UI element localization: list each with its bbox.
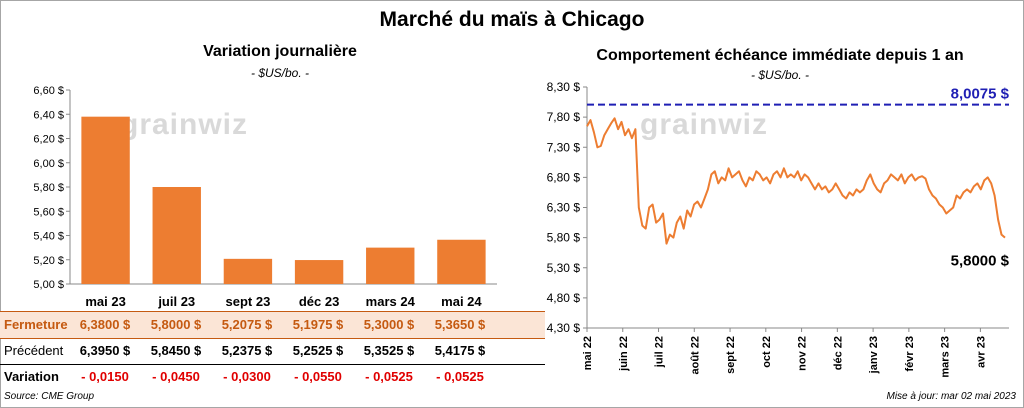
y-tick-label: 6,60 $	[33, 85, 64, 97]
x-tick-label: mars 23	[940, 336, 952, 378]
table-cell: 5,8450 $	[150, 343, 202, 358]
line-chart: 4,30 $ 4,80 $ 5,30 $ 5,80 $ 6,30 $ 6,80 $ 7,30…	[547, 80, 1010, 378]
x-tick-label: nov 22	[797, 336, 809, 371]
last-value-label: 5,8000 $	[951, 253, 1010, 270]
y-tick-label: 5,80 $	[33, 182, 64, 194]
y-tick-label: 6,00 $	[33, 158, 64, 170]
x-tick-label: juil 23	[157, 294, 195, 309]
table-cell: 5,4175 $	[434, 343, 486, 358]
bar	[366, 247, 415, 284]
table-row-precedent: Précédent 6,3950 $ 5,8450 $ 5,2375 $ 5,2…	[0, 338, 545, 365]
x-tick-label: juil 22	[654, 336, 666, 368]
x-tick-label: sept 22	[725, 336, 737, 374]
table-cell: 5,3000 $	[363, 317, 415, 332]
x-tick-label: févr 23	[904, 336, 916, 371]
table-cell: 5,2075 $	[221, 317, 273, 332]
x-tick-label: mai 23	[85, 294, 125, 309]
y-tick-label: 5,30 $	[547, 261, 581, 275]
bar	[152, 187, 201, 284]
watermark-logo: grainwiz	[640, 108, 769, 141]
y-tick-label: 5,20 $	[33, 255, 64, 267]
table-cell: - 0,0450	[152, 369, 200, 384]
x-tick-label: mai 22	[582, 336, 594, 370]
watermark-logo: grainwiz	[120, 108, 249, 141]
row-label: Fermeture	[4, 317, 68, 332]
y-tick-label: 4,80 $	[547, 291, 581, 305]
row-label: Variation	[4, 369, 59, 384]
table-row-variation: Variation - 0,0150 - 0,0450 - 0,0300 - 0…	[0, 364, 545, 390]
y-tick-label: 6,80 $	[547, 170, 581, 184]
series-line	[586, 117, 1006, 245]
table-cell: - 0,0300	[223, 369, 271, 384]
bar	[437, 239, 486, 284]
page-title: Marché du maïs à Chicago	[379, 8, 645, 31]
right-chart-title: Comportement échéance immédiate depuis 1…	[596, 47, 964, 64]
x-tick-label: juin 22	[618, 336, 630, 372]
x-tick-label: mars 24	[366, 294, 416, 309]
table-cell: 5,3650 $	[434, 317, 486, 332]
table-row-fermeture: Fermeture 6,3800 $ 5,8000 $ 5,2075 $ 5,1…	[0, 311, 545, 339]
y-tick-label: 5,00 $	[33, 279, 64, 291]
table-cell: - 0,0150	[81, 369, 129, 384]
bar	[294, 260, 344, 284]
y-tick-label: 5,60 $	[33, 206, 64, 218]
x-tick-label: mai 24	[441, 294, 482, 309]
y-tick-label: 7,80 $	[547, 110, 581, 124]
table-cell: 5,2525 $	[292, 343, 344, 358]
row-label: Précédent	[4, 343, 64, 358]
source-note: Source: CME Group	[4, 391, 95, 402]
table-cell: 6,3800 $	[79, 317, 131, 332]
bar-chart: 5,00 $ 5,20 $ 5,40 $ 5,60 $ 5,80 $ 6,00 $ 6,20…	[33, 85, 497, 309]
table-cell: - 0,0525	[436, 369, 484, 384]
table-cell: 6,3950 $	[79, 343, 131, 358]
right-chart-unit: - $US/bo. -	[750, 68, 810, 82]
x-tick-label: oct 22	[761, 336, 773, 368]
x-tick-label: janv 23	[868, 336, 880, 374]
bar	[81, 116, 130, 284]
y-tick-label: 6,30 $	[547, 201, 581, 215]
y-tick-label: 5,80 $	[547, 231, 581, 245]
x-tick-label: sept 23	[226, 294, 271, 309]
table-cell: 5,1975 $	[292, 317, 344, 332]
left-chart-title: Variation journalière	[203, 43, 357, 60]
table-cell: - 0,0525	[365, 369, 413, 384]
table-cell: - 0,0550	[294, 369, 342, 384]
x-tick-label: avr 23	[975, 336, 987, 368]
update-note: Mise à jour: mar 02 mai 2023	[886, 391, 1016, 402]
x-tick-label: déc 22	[832, 336, 844, 370]
left-chart-unit: - $US/bo. -	[250, 66, 310, 80]
y-tick-label: 7,30 $	[547, 140, 581, 154]
x-tick-label: août 22	[689, 336, 701, 375]
y-tick-label: 6,20 $	[33, 134, 64, 146]
reference-label: 8,0075 $	[951, 86, 1010, 103]
y-tick-label: 6,40 $	[33, 109, 64, 121]
table-cell: 5,2375 $	[221, 343, 273, 358]
bar	[223, 258, 273, 284]
y-tick-label: 4,30 $	[547, 321, 581, 335]
table-cell: 5,3525 $	[363, 343, 415, 358]
table-cell: 5,8000 $	[150, 317, 202, 332]
y-tick-label: 8,30 $	[547, 80, 581, 94]
x-tick-label: déc 23	[299, 294, 339, 309]
y-tick-label: 5,40 $	[33, 231, 64, 243]
